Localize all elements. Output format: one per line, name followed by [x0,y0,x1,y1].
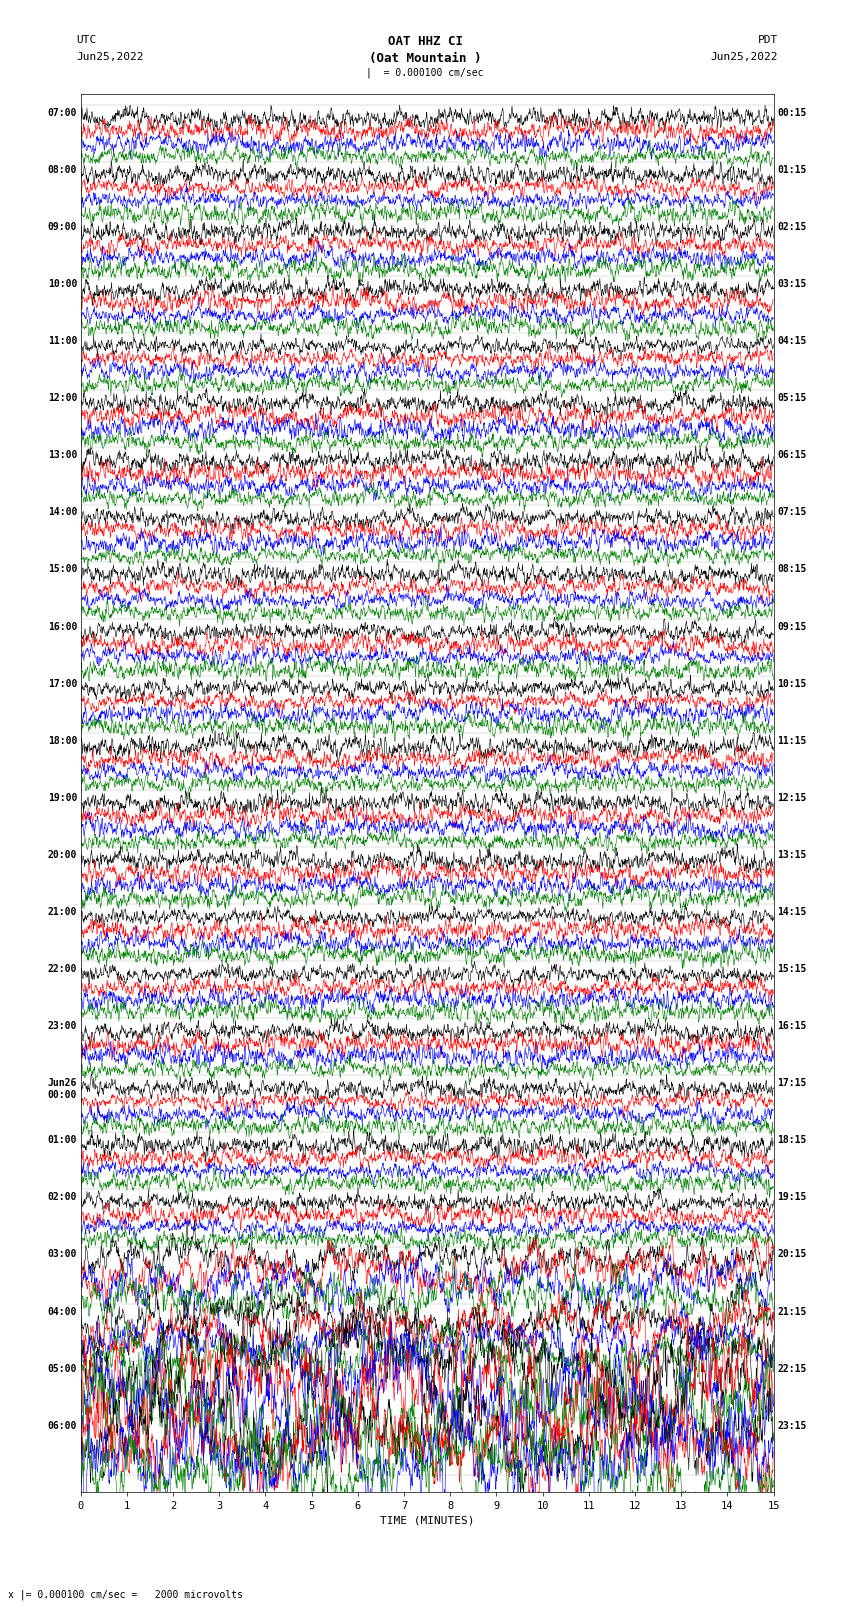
Text: 14:00: 14:00 [48,508,77,518]
Text: 05:00: 05:00 [48,1363,77,1374]
Text: 21:00: 21:00 [48,907,77,916]
Text: 23:15: 23:15 [777,1421,807,1431]
Text: 04:00: 04:00 [48,1307,77,1316]
Text: 13:00: 13:00 [48,450,77,460]
Text: 13:15: 13:15 [777,850,807,860]
Text: 02:00: 02:00 [48,1192,77,1202]
Text: (Oat Mountain ): (Oat Mountain ) [369,52,481,65]
Text: Jun26
00:00: Jun26 00:00 [48,1077,77,1100]
Text: 06:00: 06:00 [48,1421,77,1431]
Text: 11:00: 11:00 [48,336,77,347]
Text: 04:15: 04:15 [777,336,807,347]
Text: 20:00: 20:00 [48,850,77,860]
Text: |  = 0.000100 cm/sec: | = 0.000100 cm/sec [366,68,484,79]
Text: 03:00: 03:00 [48,1250,77,1260]
Text: 12:15: 12:15 [777,794,807,803]
Text: 12:00: 12:00 [48,394,77,403]
Text: 16:00: 16:00 [48,621,77,632]
Text: 16:15: 16:15 [777,1021,807,1031]
Text: 01:00: 01:00 [48,1136,77,1145]
Text: 03:15: 03:15 [777,279,807,289]
Text: x |= 0.000100 cm/sec =   2000 microvolts: x |= 0.000100 cm/sec = 2000 microvolts [8,1589,243,1600]
Text: 18:15: 18:15 [777,1136,807,1145]
Text: 02:15: 02:15 [777,223,807,232]
Text: 19:15: 19:15 [777,1192,807,1202]
Text: 23:00: 23:00 [48,1021,77,1031]
Text: 19:00: 19:00 [48,794,77,803]
Text: 17:15: 17:15 [777,1077,807,1089]
Text: 21:15: 21:15 [777,1307,807,1316]
Text: 15:00: 15:00 [48,565,77,574]
Text: 05:15: 05:15 [777,394,807,403]
Text: 18:00: 18:00 [48,736,77,745]
Text: 10:00: 10:00 [48,279,77,289]
Text: 07:15: 07:15 [777,508,807,518]
Text: Jun25,2022: Jun25,2022 [711,52,778,61]
Text: 09:00: 09:00 [48,223,77,232]
Text: 08:15: 08:15 [777,565,807,574]
Text: 00:15: 00:15 [777,108,807,118]
Text: OAT HHZ CI: OAT HHZ CI [388,35,462,48]
Text: UTC: UTC [76,35,97,45]
Text: 17:00: 17:00 [48,679,77,689]
Text: 08:00: 08:00 [48,165,77,174]
Text: 10:15: 10:15 [777,679,807,689]
Text: 07:00: 07:00 [48,108,77,118]
Text: PDT: PDT [757,35,778,45]
X-axis label: TIME (MINUTES): TIME (MINUTES) [380,1515,474,1526]
Text: 06:15: 06:15 [777,450,807,460]
Text: 09:15: 09:15 [777,621,807,632]
Text: Jun25,2022: Jun25,2022 [76,52,144,61]
Text: 14:15: 14:15 [777,907,807,916]
Text: 20:15: 20:15 [777,1250,807,1260]
Text: 22:00: 22:00 [48,965,77,974]
Text: 01:15: 01:15 [777,165,807,174]
Text: 15:15: 15:15 [777,965,807,974]
Text: 22:15: 22:15 [777,1363,807,1374]
Text: 11:15: 11:15 [777,736,807,745]
